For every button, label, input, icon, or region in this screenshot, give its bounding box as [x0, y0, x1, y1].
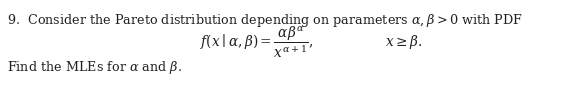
Text: $f(x \mid \alpha, \beta) = \dfrac{\alpha\beta^{\alpha}}{x^{\alpha+1}},$: $f(x \mid \alpha, \beta) = \dfrac{\alpha…: [200, 24, 314, 60]
Text: Find the MLEs for $\alpha$ and $\beta$.: Find the MLEs for $\alpha$ and $\beta$.: [7, 59, 182, 76]
Text: $x \geq \beta.$: $x \geq \beta.$: [385, 33, 422, 51]
Text: 9.  Consider the Pareto distribution depending on parameters $\alpha, \beta > 0$: 9. Consider the Pareto distribution depe…: [7, 12, 523, 29]
